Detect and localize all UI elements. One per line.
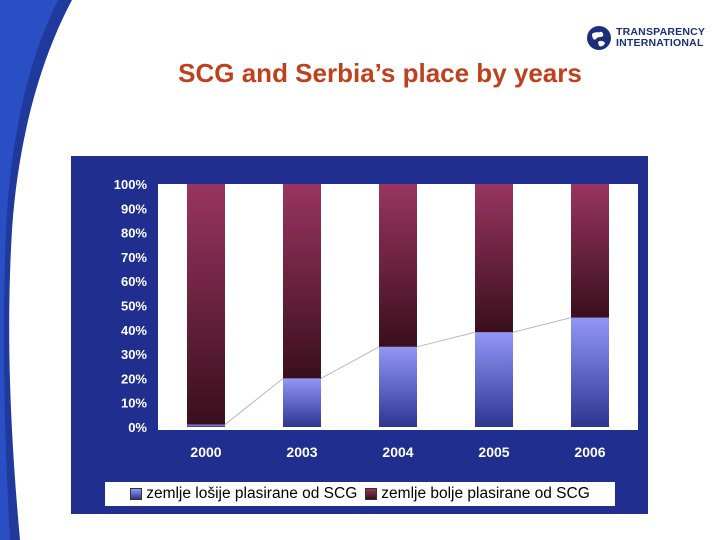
logo-line-2: INTERNATIONAL <box>616 37 704 49</box>
slide-left-swoosh <box>0 0 72 540</box>
y-tick-label: 90% <box>121 201 147 216</box>
globe-icon <box>587 26 611 50</box>
y-tick-label: 100% <box>114 177 148 192</box>
legend-item-upper: zemlje bolje plasirane od SCG <box>365 485 590 503</box>
x-tick-label: 2004 <box>382 444 413 460</box>
y-tick-label: 0% <box>128 420 147 435</box>
stacked-bar-chart: 0%10%20%30%40%50%60%70%80%90%100% 2000 20… <box>114 177 638 460</box>
legend-label-upper: zemlje bolje plasirane od SCG <box>381 485 590 502</box>
slide-title: SCG and Serbia’s place by years <box>178 58 582 88</box>
transparency-international-logo: TRANSPARENCY INTERNATIONAL <box>586 22 706 54</box>
x-tick-label: 2003 <box>286 444 317 460</box>
bar-2006-upper <box>571 184 609 318</box>
bars <box>187 184 609 427</box>
bar-2005-lower <box>475 332 513 427</box>
x-tick-labels: 2000 2003 2004 2005 2006 <box>190 444 605 460</box>
y-tick-label: 70% <box>121 250 147 265</box>
bar-2004-lower <box>379 346 417 427</box>
slide-left-swoosh-highlight <box>0 0 58 540</box>
series-line <box>512 317 572 333</box>
series-lines <box>224 317 572 425</box>
legend-item-lower: zemlje lošije plasirane od SCG <box>130 485 357 503</box>
bar-2003-upper <box>283 184 321 379</box>
y-tick-label: 10% <box>121 396 147 411</box>
y-tick-labels: 0% 10% 20% 30% 40% 50% 60% 70% 80% 90% 100% <box>114 177 148 435</box>
chart-panel: 0% 10% 20% 30% 40% 50% 60% 70% 80% 90% 100% 2000 20… <box>71 156 648 514</box>
bar-2004-upper <box>379 184 417 347</box>
legend-label-lower: zemlje lošije plasirane od SCG <box>146 485 358 502</box>
y-tick-label: 50% <box>121 299 147 314</box>
bar-2005-upper <box>475 184 513 333</box>
chart-legend: zemlje lošije plasirane od SCG zemlje bo… <box>105 482 615 506</box>
series-line <box>224 378 284 425</box>
series-line <box>416 331 476 348</box>
y-tick-label: 60% <box>121 274 147 289</box>
bar-2000-upper <box>187 184 225 425</box>
bar-2003-lower <box>283 378 321 427</box>
y-tick-label: 30% <box>121 347 147 362</box>
bar-2006-lower <box>571 317 609 427</box>
y-tick-label: 40% <box>121 323 147 338</box>
bar-2000-lower <box>187 424 225 427</box>
x-tick-label: 2006 <box>574 444 605 460</box>
logo-line-1: TRANSPARENCY <box>616 26 706 38</box>
y-tick-label: 80% <box>121 226 147 241</box>
y-tick-label: 20% <box>121 371 147 386</box>
x-tick-label: 2005 <box>478 444 509 460</box>
legend-swatch-upper <box>365 488 378 500</box>
legend-swatch-lower <box>130 488 143 500</box>
series-line <box>320 346 380 379</box>
x-tick-label: 2000 <box>190 444 221 460</box>
